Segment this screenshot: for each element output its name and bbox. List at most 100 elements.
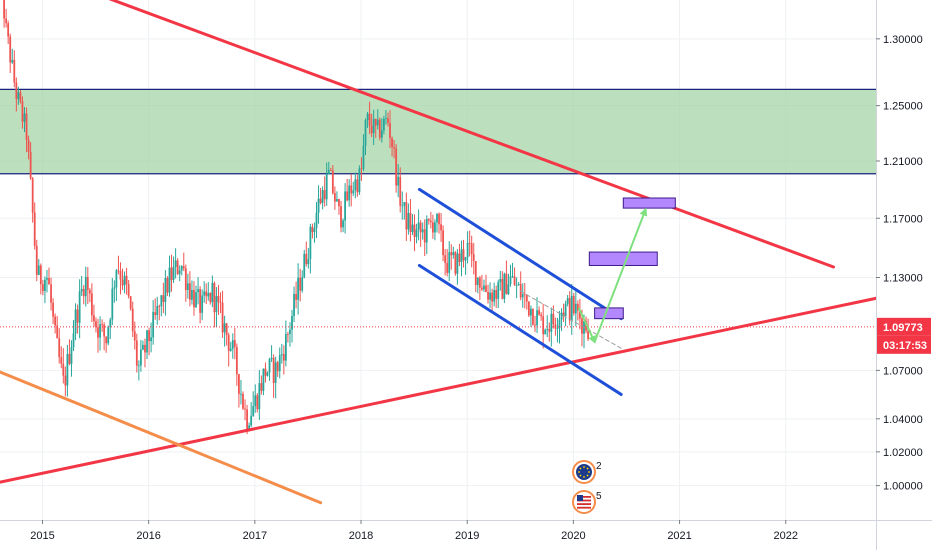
candle-body [164,278,167,302]
candles [3,0,589,435]
candle-body [178,270,181,274]
candle-body [421,229,424,233]
support-trendline[interactable] [0,296,881,484]
candle-body [525,294,528,302]
orange-trendline[interactable] [0,370,323,505]
candle-body [378,119,381,138]
event-markers[interactable]: 25 [572,460,602,514]
candle-body [427,219,430,221]
candle-body [409,212,412,233]
candle-body [131,308,134,332]
candle-body [29,151,32,179]
candle-body [499,278,502,283]
candle-body [199,289,202,313]
candle-body [125,275,128,285]
resistance-trendline[interactable] [96,0,836,269]
candle-body [374,118,377,126]
target-box-3[interactable] [622,197,676,209]
candle-body [466,242,469,258]
candle-body [123,275,126,286]
drawings[interactable] [0,0,881,505]
candle-body [19,92,22,102]
candle-body [209,292,212,303]
candle-body [280,354,283,356]
candle-body [174,260,177,267]
candle-body [58,338,61,358]
candle-body [476,277,479,285]
projection-arrow-1[interactable] [577,307,596,344]
candle-body [425,219,428,243]
candle-body [576,303,579,311]
candle-body [470,243,473,255]
candle-body [101,324,103,326]
candle-body [266,372,269,376]
candle-body [495,290,498,299]
current-price-tag: 1.09773 03:17:53 [877,317,931,354]
channel-mid-dashed-line[interactable] [519,290,622,349]
channel-upper-line[interactable] [417,187,623,321]
candle-body [260,383,263,391]
candle-body [76,309,79,323]
candle-body [568,298,571,321]
candle-body [48,278,50,285]
channel-lower-line[interactable] [417,263,623,396]
candle-body [5,18,8,24]
candle-body [33,212,36,246]
candle-body [121,279,124,286]
candle-body [556,328,559,330]
candle-body [370,125,373,134]
candle-body [182,266,185,269]
projection-arrow-2[interactable] [593,207,648,343]
candle-body [111,288,114,320]
candle-body [217,296,220,303]
candle-body [474,261,477,285]
candle-body [248,425,251,430]
target-box-1[interactable] [594,307,624,320]
candle-body [448,252,451,273]
candle-body [129,296,132,309]
candle-body [587,330,589,339]
candle-body [115,270,118,288]
candle-body [478,277,481,288]
candle-body [446,262,449,273]
candle-body [460,249,463,263]
current-price-tag-bg [877,317,931,336]
candle-body [23,113,26,122]
candle-body [456,253,459,274]
event-marker-us[interactable]: 5 [572,490,602,514]
x-tick-label: 2017 [243,530,267,542]
candle-body [105,336,108,344]
event-marker-eu[interactable]: 2 [572,460,602,484]
candle-body [552,313,555,325]
candle-body [440,224,442,231]
candle-body [254,395,257,407]
candle-body [207,292,210,297]
candle-body [521,294,524,298]
candle-body [442,230,445,256]
candle-body [180,266,183,271]
candle-body [483,285,485,290]
x-tick-label: 2020 [561,530,585,542]
candle-body [550,313,553,332]
candle-body [268,358,271,373]
candle-body [160,295,163,307]
candle-body [139,349,142,366]
candle-body [44,279,46,291]
us-flag-stripe [577,506,591,509]
candle-body [211,282,214,303]
candle-body [423,229,426,243]
candle-body [274,362,277,383]
candle-body [146,330,148,353]
candle-body [31,178,34,213]
resistance-zone[interactable] [0,89,876,174]
candle-body [560,312,563,320]
candle-body [342,220,344,228]
target-box-2[interactable] [588,251,658,266]
candle-body [438,213,440,225]
candle-body [295,293,297,300]
candle-body [397,176,400,186]
y-tick-label: 1.30000 [883,34,923,46]
candle-body [413,224,416,237]
